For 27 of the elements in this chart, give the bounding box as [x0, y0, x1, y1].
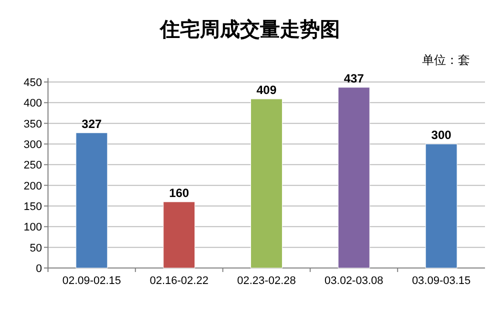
data-label: 160 [169, 186, 190, 200]
chart-title: 住宅周成交量走势图 [159, 18, 340, 41]
y-tick-label: 200 [24, 180, 42, 192]
data-label: 300 [431, 128, 452, 142]
y-tick-label: 400 [24, 98, 42, 110]
data-label: 409 [256, 82, 277, 97]
data-label: 437 [344, 71, 364, 86]
y-tick-label: 0 [36, 263, 42, 275]
text: 单位：套 [422, 53, 470, 67]
x-tick-label: 02.23-02.28 [237, 275, 296, 287]
bar [76, 132, 108, 268]
y-tick-label: 250 [24, 160, 42, 172]
y-tick-label: 100 [24, 222, 42, 234]
y-tick-label: 150 [24, 201, 42, 213]
bar [338, 87, 370, 268]
bar [163, 202, 196, 268]
x-tick-label: 03.09-03.15 [412, 275, 471, 287]
bar [250, 98, 282, 268]
bar [425, 144, 458, 268]
y-tick-label: 350 [24, 118, 42, 130]
y-tick-label: 450 [24, 77, 42, 89]
x-tick-label: 02.09-02.15 [62, 275, 122, 287]
y-tick-label: 50 [30, 242, 42, 254]
y-tick-label: 300 [24, 139, 42, 151]
x-tick-label: 03.02-03.08 [324, 275, 384, 287]
x-tick-label: 02.16-02.22 [150, 275, 208, 287]
data-label: 327 [82, 116, 102, 131]
